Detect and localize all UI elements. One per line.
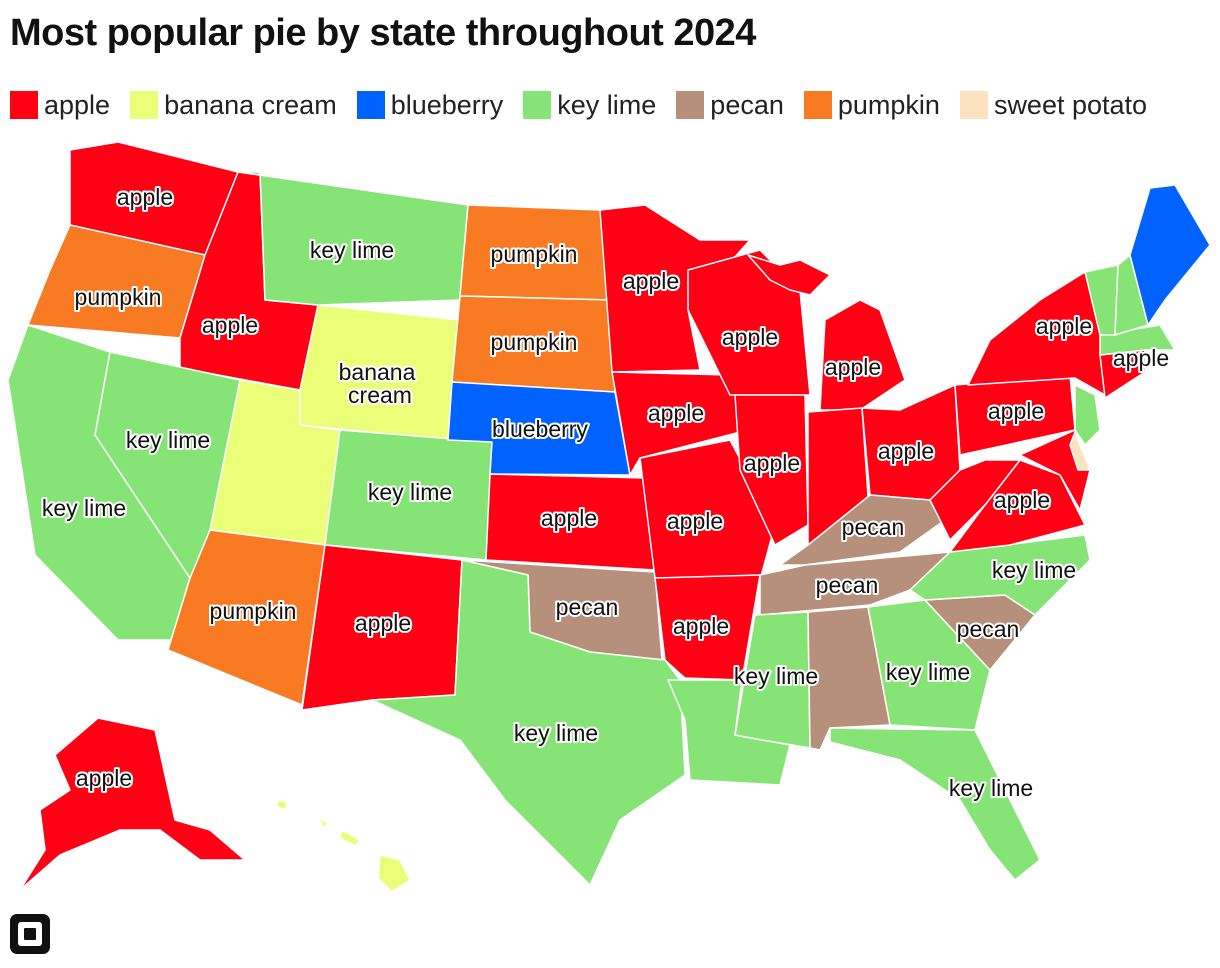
us-map: apple pumpkin apple key lime banana crea… bbox=[7, 141, 1211, 893]
map-labels: apple pumpkin apple key lime banana crea… bbox=[40, 182, 1171, 803]
label-michigan: apple bbox=[825, 354, 881, 380]
label-new-mexico: apple bbox=[355, 610, 411, 636]
state-michigan[interactable] bbox=[819, 299, 906, 411]
legend-label-key-lime: key lime bbox=[557, 89, 657, 120]
label-minnesota: apple bbox=[623, 268, 679, 294]
state-wisconsin[interactable] bbox=[687, 249, 811, 396]
state-arkansas[interactable] bbox=[654, 574, 761, 681]
legend-swatch-pecan bbox=[676, 91, 705, 119]
label-new-york: apple bbox=[1036, 313, 1092, 339]
label-idaho: apple bbox=[202, 312, 258, 338]
legend-item-banana-cream: banana cream bbox=[130, 90, 337, 121]
state-maine[interactable] bbox=[1129, 184, 1211, 326]
label-north-dakota: pumpkin bbox=[491, 241, 578, 267]
state-georgia[interactable] bbox=[867, 599, 991, 731]
label-pennsylvania: apple bbox=[988, 398, 1044, 424]
legend-label-pumpkin: pumpkin bbox=[837, 89, 940, 120]
state-west-virginia[interactable] bbox=[929, 459, 1021, 541]
label-nevada: key lime bbox=[126, 427, 210, 453]
legend-item-apple: apple bbox=[10, 90, 110, 121]
legend-item-blueberry: blueberry bbox=[356, 89, 504, 121]
label-colorado: key lime bbox=[368, 479, 452, 505]
state-alaska[interactable] bbox=[19, 717, 246, 891]
legend-swatch-banana-cream bbox=[130, 91, 159, 119]
state-florida[interactable] bbox=[829, 727, 1041, 881]
label-wyoming-line2: cream bbox=[348, 382, 412, 408]
label-south-carolina: pecan bbox=[957, 616, 1020, 642]
legend-swatch-blueberry bbox=[356, 91, 385, 119]
label-iowa: apple bbox=[648, 400, 704, 426]
state-hawaii[interactable] bbox=[275, 799, 411, 893]
label-washington: apple bbox=[117, 184, 173, 210]
label-california: key lime bbox=[42, 495, 126, 521]
label-nebraska: blueberry bbox=[492, 416, 588, 442]
legend-label-banana-cream: banana cream bbox=[164, 89, 337, 120]
label-oregon: pumpkin bbox=[75, 284, 162, 310]
legend-item-key-lime: key lime bbox=[523, 90, 656, 121]
state-louisiana[interactable] bbox=[667, 679, 791, 786]
label-oklahoma: pecan bbox=[556, 594, 619, 620]
label-mississippi: key lime bbox=[734, 663, 818, 689]
legend-label-blueberry: blueberry bbox=[390, 89, 504, 120]
label-new-england: apple bbox=[1113, 345, 1169, 371]
state-missouri[interactable] bbox=[639, 439, 776, 581]
map-title: Most popular pie by state throughout 202… bbox=[10, 12, 756, 54]
label-wisconsin: apple bbox=[722, 324, 778, 350]
label-wyoming-line1: banana bbox=[339, 359, 416, 385]
label-north-carolina: key lime bbox=[992, 557, 1076, 583]
state-new-jersey[interactable] bbox=[1074, 384, 1101, 446]
state-texas[interactable] bbox=[371, 559, 686, 886]
label-arkansas: apple bbox=[673, 613, 729, 639]
legend-item-pecan: pecan bbox=[676, 90, 784, 121]
label-arizona: pumpkin bbox=[210, 598, 297, 624]
square-logo-icon bbox=[10, 914, 50, 954]
legend-label-pecan: pecan bbox=[710, 89, 784, 120]
state-delmarva-sweet-potato[interactable] bbox=[1069, 431, 1091, 471]
label-kansas: apple bbox=[541, 505, 597, 531]
legend-label-sweet-potato: sweet potato bbox=[993, 89, 1148, 120]
label-missouri: apple bbox=[667, 508, 723, 534]
state-mississippi[interactable] bbox=[734, 611, 811, 749]
label-illinois: apple bbox=[744, 450, 800, 476]
legend-item-sweet-potato: sweet potato bbox=[959, 89, 1148, 121]
state-michigan-up[interactable] bbox=[747, 254, 831, 296]
legend-swatch-apple bbox=[10, 91, 38, 119]
state-illinois[interactable] bbox=[734, 394, 809, 546]
label-tennessee: pecan bbox=[816, 572, 879, 598]
label-ohio: apple bbox=[878, 438, 934, 464]
label-montana: key lime bbox=[310, 237, 394, 263]
legend-swatch-pumpkin bbox=[803, 91, 832, 119]
legend-swatch-key-lime bbox=[523, 91, 552, 119]
label-south-dakota: pumpkin bbox=[491, 329, 578, 355]
label-virginia: apple bbox=[994, 487, 1050, 513]
label-georgia: key lime bbox=[886, 659, 970, 685]
state-arizona[interactable] bbox=[167, 529, 326, 706]
label-kentucky: pecan bbox=[842, 514, 905, 540]
label-texas: key lime bbox=[514, 720, 598, 746]
legend-swatch-sweet-potato bbox=[959, 91, 988, 119]
legend-label-apple: apple bbox=[44, 89, 111, 120]
state-oregon[interactable] bbox=[27, 224, 206, 339]
label-alaska: apple bbox=[76, 765, 132, 791]
label-florida: key lime bbox=[949, 775, 1033, 801]
state-iowa[interactable] bbox=[611, 371, 749, 476]
legend-item-pumpkin: pumpkin bbox=[803, 89, 940, 121]
legend: apple banana cream blueberry key lime pe… bbox=[10, 88, 1147, 122]
